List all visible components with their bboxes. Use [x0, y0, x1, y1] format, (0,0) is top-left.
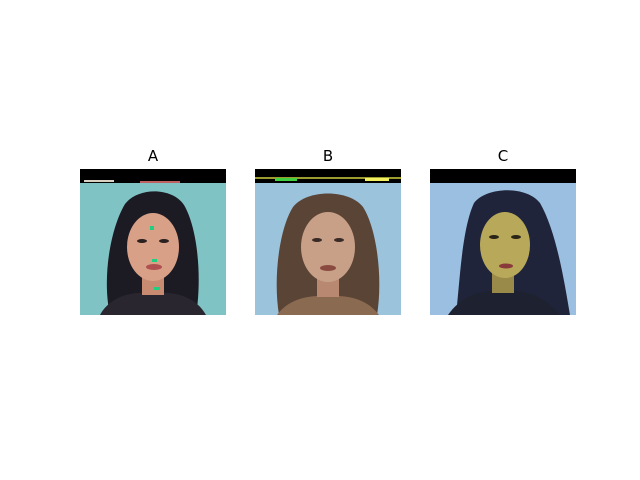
panel-c: C: [430, 145, 576, 315]
panel-title-a: A: [147, 147, 159, 165]
panel-b: B: [255, 145, 401, 315]
portrait-image-a: [80, 169, 226, 315]
portrait-image-b: [255, 169, 401, 315]
panel-a: A: [80, 145, 226, 315]
panel-title-b: B: [322, 147, 334, 165]
portrait-image-c: [430, 169, 576, 315]
panel-title-c: C: [497, 147, 509, 165]
